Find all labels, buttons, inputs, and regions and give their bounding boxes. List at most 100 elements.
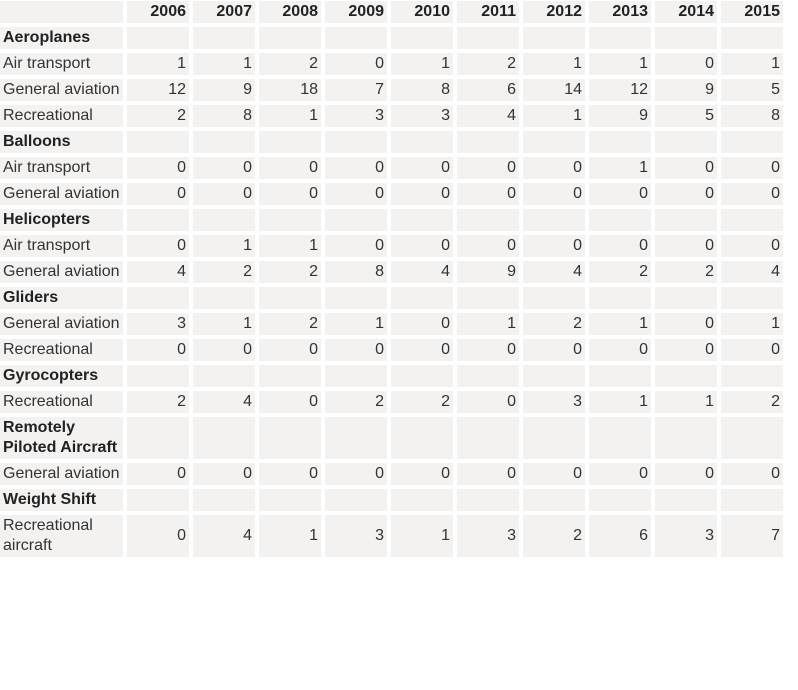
year-header: 2009: [325, 1, 387, 23]
empty-cell: [523, 131, 585, 153]
value-cell: 0: [325, 235, 387, 257]
group-row: Gliders: [0, 287, 783, 309]
row-label: Recreational: [0, 391, 123, 413]
empty-cell: [127, 489, 189, 511]
data-row: General aviation 0 0 0 0 0 0 0 0 0 0: [0, 463, 783, 485]
empty-cell: [193, 365, 255, 387]
empty-cell: [391, 287, 453, 309]
header-row: 2006 2007 2008 2009 2010 2011 2012 2013 2014 2015: [0, 1, 783, 23]
value-cell: 1: [391, 53, 453, 75]
value-cell: 0: [127, 463, 189, 485]
value-cell: 4: [391, 261, 453, 283]
empty-cell: [523, 417, 585, 459]
table-head: 2006 2007 2008 2009 2010 2011 2012 2013 2014 2015: [0, 1, 783, 23]
table-body: Aeroplanes Air transport 1 1 2 0 1 2 1 1 0 1 General…: [0, 27, 783, 557]
value-cell: 0: [457, 339, 519, 361]
value-cell: 1: [325, 313, 387, 335]
empty-cell: [193, 489, 255, 511]
value-cell: 0: [391, 339, 453, 361]
group-label: Helicopters: [0, 209, 123, 231]
value-cell: 0: [457, 391, 519, 413]
value-cell: 0: [655, 157, 717, 179]
empty-cell: [391, 27, 453, 49]
empty-cell: [193, 417, 255, 459]
year-header: 2015: [721, 1, 783, 23]
data-row: Air transport 0 1 1 0 0 0 0 0 0 0: [0, 235, 783, 257]
empty-cell: [721, 287, 783, 309]
value-cell: 0: [721, 463, 783, 485]
value-cell: 0: [259, 463, 321, 485]
empty-cell: [655, 287, 717, 309]
value-cell: 0: [127, 515, 189, 557]
group-row: Remotely Piloted Aircraft: [0, 417, 783, 459]
empty-cell: [721, 417, 783, 459]
data-row: Recreational 2 8 1 3 3 4 1 9 5 8: [0, 105, 783, 127]
empty-cell: [721, 27, 783, 49]
value-cell: 0: [127, 235, 189, 257]
year-header: 2008: [259, 1, 321, 23]
value-cell: 3: [391, 105, 453, 127]
empty-cell: [193, 27, 255, 49]
value-cell: 2: [655, 261, 717, 283]
empty-cell: [457, 489, 519, 511]
value-cell: 0: [259, 157, 321, 179]
empty-cell: [325, 489, 387, 511]
value-cell: 0: [655, 53, 717, 75]
value-cell: 3: [523, 391, 585, 413]
value-cell: 4: [193, 391, 255, 413]
row-label: Air transport: [0, 53, 123, 75]
group-row: Helicopters: [0, 209, 783, 231]
value-cell: 0: [391, 313, 453, 335]
value-cell: 2: [127, 105, 189, 127]
value-cell: 4: [721, 261, 783, 283]
value-cell: 6: [589, 515, 651, 557]
value-cell: 4: [193, 515, 255, 557]
value-cell: 2: [523, 313, 585, 335]
empty-cell: [589, 287, 651, 309]
value-cell: 0: [127, 157, 189, 179]
value-cell: 2: [259, 313, 321, 335]
empty-cell: [127, 27, 189, 49]
value-cell: 4: [457, 105, 519, 127]
empty-cell: [655, 417, 717, 459]
value-cell: 0: [655, 235, 717, 257]
value-cell: 4: [523, 261, 585, 283]
row-label: Recreational: [0, 105, 123, 127]
data-row: Air transport 0 0 0 0 0 0 0 1 0 0: [0, 157, 783, 179]
value-cell: 1: [127, 53, 189, 75]
value-cell: 8: [391, 79, 453, 101]
data-row: Recreational aircraft 0 4 1 3 1 3 2 6 3 7: [0, 515, 783, 557]
empty-cell: [457, 131, 519, 153]
value-cell: 0: [721, 235, 783, 257]
value-cell: 9: [655, 79, 717, 101]
empty-cell: [655, 209, 717, 231]
empty-cell: [193, 209, 255, 231]
empty-cell: [391, 209, 453, 231]
value-cell: 3: [325, 105, 387, 127]
empty-cell: [457, 27, 519, 49]
empty-cell: [325, 287, 387, 309]
value-cell: 7: [721, 515, 783, 557]
value-cell: 4: [127, 261, 189, 283]
value-cell: 0: [589, 339, 651, 361]
row-label: Recreational: [0, 339, 123, 361]
value-cell: 9: [589, 105, 651, 127]
value-cell: 2: [457, 53, 519, 75]
empty-cell: [655, 365, 717, 387]
empty-cell: [589, 27, 651, 49]
value-cell: 9: [193, 79, 255, 101]
value-cell: 6: [457, 79, 519, 101]
year-header: 2010: [391, 1, 453, 23]
year-header: 2011: [457, 1, 519, 23]
value-cell: 2: [325, 391, 387, 413]
value-cell: 1: [589, 391, 651, 413]
empty-cell: [259, 365, 321, 387]
value-cell: 1: [523, 105, 585, 127]
row-label: Recreational aircraft: [0, 515, 123, 557]
empty-cell: [259, 489, 321, 511]
empty-cell: [193, 131, 255, 153]
year-header: 2013: [589, 1, 651, 23]
row-label: Air transport: [0, 157, 123, 179]
